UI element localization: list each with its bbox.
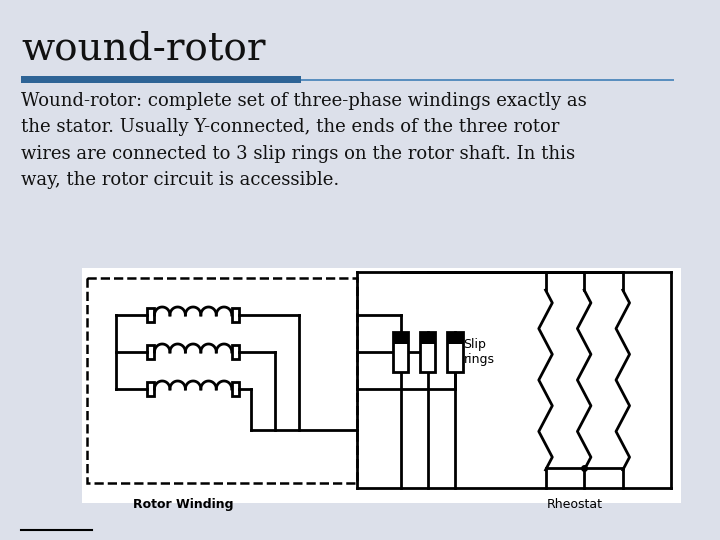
Bar <box>232 382 240 396</box>
Bar <box>147 345 155 359</box>
Bar <box>22 76 301 83</box>
Bar <box>147 308 155 322</box>
Bar <box>87 278 357 483</box>
Text: Wound-rotor: complete set of three-phase windings exactly as
the stator. Usually: Wound-rotor: complete set of three-phase… <box>22 92 587 189</box>
Text: Rheostat: Rheostat <box>546 498 603 511</box>
Bar <box>393 332 408 344</box>
Bar <box>420 332 436 344</box>
Bar <box>420 332 436 372</box>
Bar <box>232 345 240 359</box>
Bar <box>447 332 462 344</box>
Text: Slip
rings: Slip rings <box>464 338 495 366</box>
Bar <box>82 268 680 503</box>
Bar <box>393 332 408 372</box>
Bar <box>301 79 674 80</box>
Bar <box>232 308 240 322</box>
Bar <box>447 332 462 372</box>
Text: wound-rotor: wound-rotor <box>22 30 266 67</box>
Bar <box>147 382 155 396</box>
Text: Rotor Winding: Rotor Winding <box>133 498 234 511</box>
